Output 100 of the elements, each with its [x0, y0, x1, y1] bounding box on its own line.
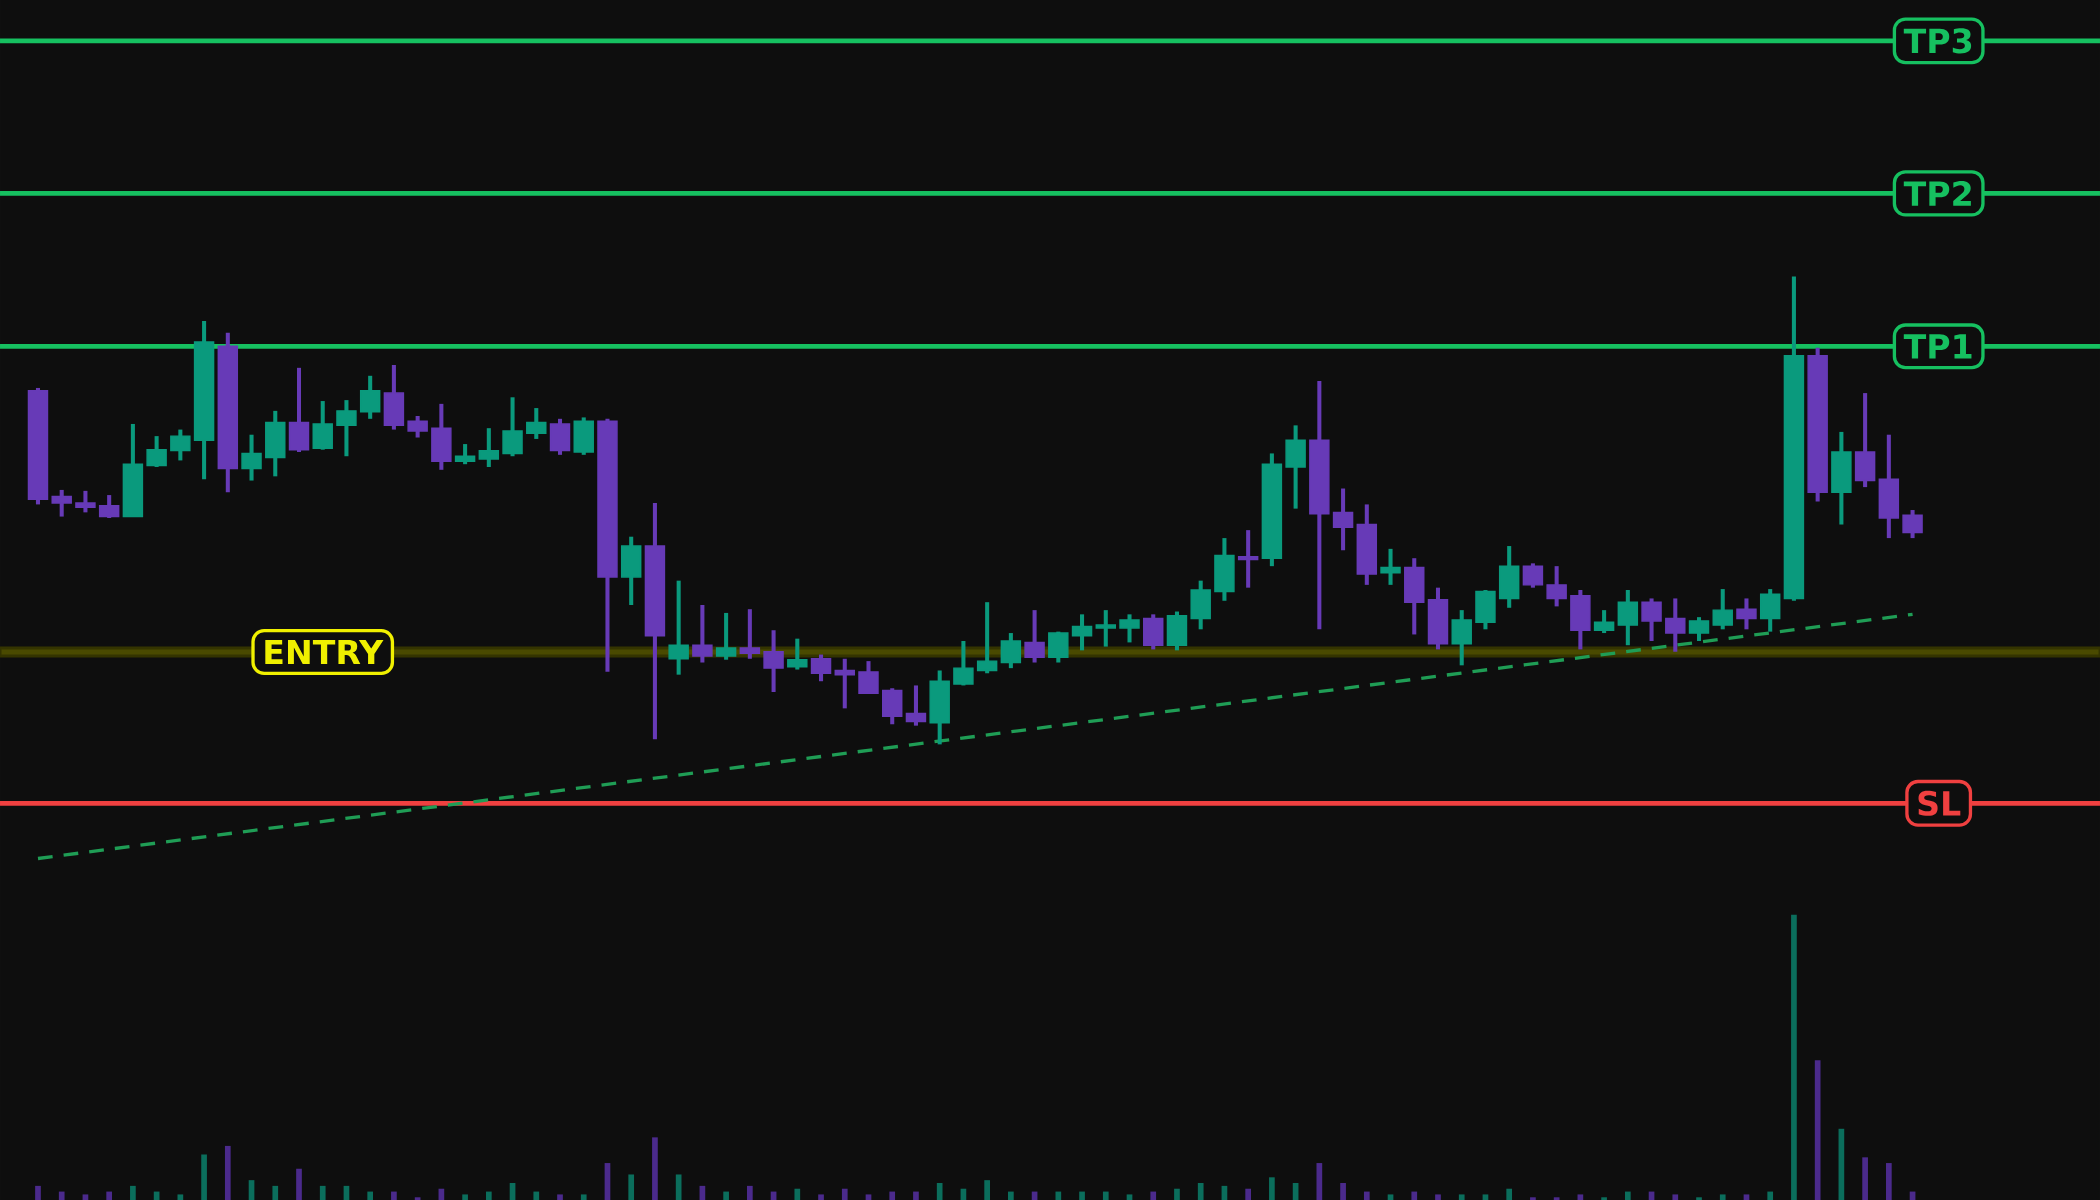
bar [889, 1191, 896, 1200]
bar [818, 1194, 824, 1200]
candlestick [1736, 598, 1757, 630]
candlestick [359, 375, 381, 419]
bar [1530, 1197, 1536, 1200]
bar [1174, 1188, 1180, 1200]
bar [414, 1197, 421, 1200]
candlestick [1665, 598, 1686, 652]
candlestick [1332, 488, 1354, 551]
candlestick [810, 654, 832, 682]
bar [462, 1194, 468, 1200]
candlestick [1522, 563, 1544, 588]
candlestick [75, 490, 96, 513]
candlestick [1712, 589, 1733, 630]
bar [1363, 1191, 1370, 1200]
bar [794, 1188, 801, 1200]
bar [391, 1191, 397, 1200]
bar [723, 1191, 729, 1200]
bar [130, 1185, 136, 1200]
bar [984, 1180, 990, 1200]
bar [1624, 1191, 1631, 1200]
bar [580, 1194, 587, 1200]
bar [367, 1191, 374, 1200]
bar [1482, 1194, 1489, 1200]
candlestick [98, 495, 120, 518]
ref-line-label: TP1 [1903, 334, 1972, 359]
bar [557, 1194, 563, 1200]
bar [1553, 1197, 1560, 1200]
candlestick [976, 602, 998, 674]
bar [865, 1194, 872, 1200]
candlestick [1902, 509, 1923, 539]
ref-line-label: TP3 [1903, 28, 1972, 54]
bar [1862, 1157, 1868, 1200]
bar [652, 1137, 658, 1200]
candlestick [478, 428, 500, 467]
candlestick [502, 397, 523, 457]
candlestick [51, 489, 72, 517]
bar [106, 1191, 113, 1200]
bar [1055, 1191, 1062, 1200]
bar [177, 1194, 184, 1200]
candlestick [454, 444, 476, 465]
candlestick [1237, 530, 1259, 588]
bar [1126, 1194, 1133, 1200]
candlestick [668, 580, 689, 675]
candlestick [905, 685, 927, 726]
candlestick [1119, 614, 1140, 643]
bar [224, 1145, 231, 1200]
candlestick [336, 400, 357, 457]
bar [82, 1194, 89, 1200]
bar [296, 1168, 302, 1200]
candlestick [526, 408, 547, 439]
bar [1506, 1188, 1513, 1200]
bar [319, 1185, 326, 1200]
candlestick [692, 604, 713, 663]
candlestick [241, 434, 262, 481]
bar [1269, 1177, 1275, 1200]
bar [1458, 1194, 1465, 1200]
ref-line-label: SL [1918, 790, 1961, 816]
bar [1387, 1194, 1394, 1200]
candlestick [1451, 610, 1472, 666]
candlestick [1617, 589, 1639, 646]
candlestick [787, 638, 808, 670]
bar [1411, 1191, 1418, 1200]
bar [58, 1191, 65, 1200]
candlestick [1071, 614, 1093, 651]
bar [1577, 1194, 1584, 1200]
bar [35, 1185, 41, 1200]
bar [533, 1191, 540, 1200]
bar [1601, 1197, 1607, 1200]
ref-line-label: TP2 [1903, 180, 1971, 206]
bar [1814, 1060, 1821, 1200]
bar [1150, 1191, 1157, 1200]
bar [1316, 1162, 1323, 1200]
bar [1719, 1194, 1726, 1200]
bar [1743, 1194, 1750, 1200]
bar [1672, 1194, 1679, 1200]
bar [1008, 1191, 1014, 1200]
candlestick [1000, 632, 1022, 669]
candlestick [170, 429, 191, 461]
bar [272, 1185, 279, 1200]
bar [1245, 1188, 1252, 1200]
band-label: ENTRY [265, 639, 384, 665]
candlestick [739, 609, 761, 659]
bar [1340, 1182, 1346, 1200]
candlestick [763, 630, 784, 692]
bar [1696, 1197, 1702, 1200]
candlestick [1546, 566, 1567, 607]
bar [747, 1185, 753, 1200]
bar [201, 1154, 207, 1200]
bar [913, 1191, 919, 1200]
candlestick [1024, 610, 1045, 663]
candlestick [715, 612, 737, 660]
bar [1885, 1162, 1892, 1200]
bar [1791, 914, 1797, 1200]
bar [1197, 1182, 1204, 1200]
bar [841, 1188, 848, 1200]
bar [1102, 1191, 1109, 1200]
candlestick [1095, 610, 1117, 647]
candlestick [407, 415, 428, 438]
candlestick [1380, 548, 1401, 585]
